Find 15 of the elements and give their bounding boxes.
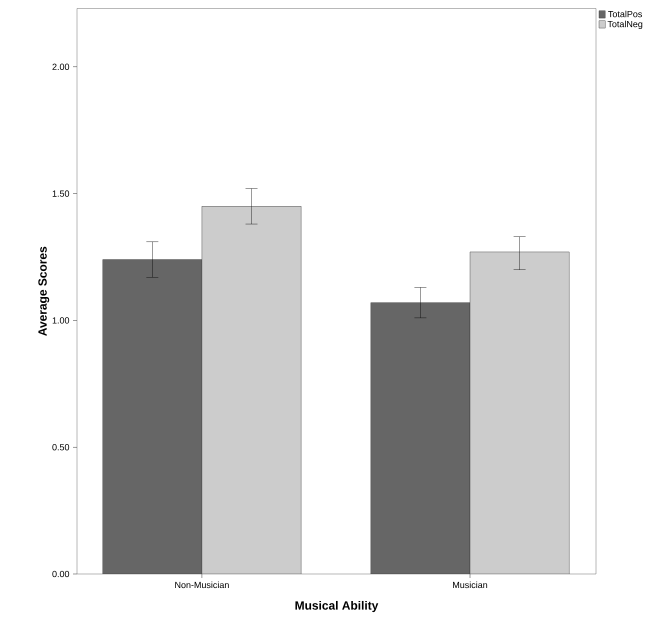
bar (202, 206, 302, 574)
bar (470, 252, 570, 574)
legend-label: TotalNeg (608, 20, 642, 30)
y-tick-label: 2.00 (52, 64, 70, 70)
x-axis-title: Musical Ability (295, 600, 378, 612)
y-tick-label: 1.50 (52, 190, 70, 197)
bar (102, 259, 202, 574)
y-tick-label: 0.00 (52, 570, 70, 578)
bar (370, 302, 470, 574)
x-tick-label: Non-Musician (175, 582, 229, 588)
y-tick-label: 0.50 (52, 444, 70, 450)
y-tick-label: 1.00 (52, 317, 70, 324)
x-tick-label: Musician (453, 582, 488, 588)
legend-label: TotalPos (608, 10, 642, 18)
y-axis-title: Average Scores (38, 246, 50, 336)
